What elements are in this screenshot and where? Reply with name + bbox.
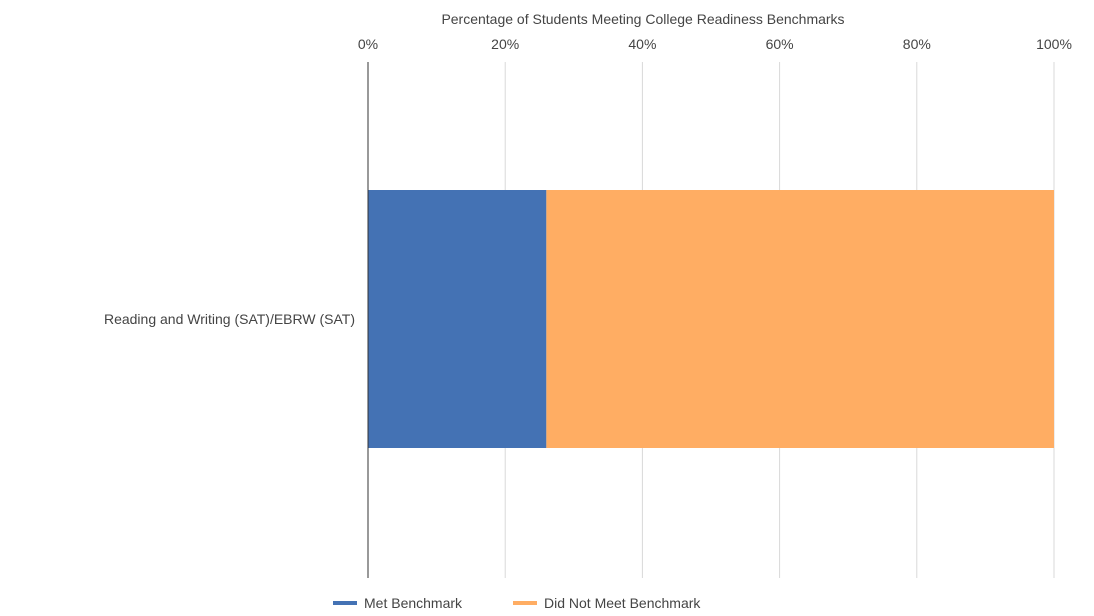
bar-segment [368, 190, 547, 448]
axis-title: Percentage of Students Meeting College R… [441, 11, 844, 27]
legend-label: Did Not Meet Benchmark [544, 595, 701, 611]
x-tick-label: 80% [903, 36, 931, 52]
x-tick-label: 100% [1036, 36, 1072, 52]
x-tick-label: 20% [491, 36, 519, 52]
x-tick-label: 40% [628, 36, 656, 52]
x-tick-label: 60% [766, 36, 794, 52]
bar-segment [546, 190, 1054, 448]
x-tick-labels: 0% 20% 40% 60% 80% 100% [358, 36, 1072, 52]
x-tick-label: 0% [358, 36, 378, 52]
category-labels: Reading and Writing (SAT)/EBRW (SAT) [104, 311, 355, 327]
category-label: Reading and Writing (SAT)/EBRW (SAT) [104, 311, 355, 327]
bars [368, 190, 1054, 448]
legend: Met Benchmark Did Not Meet Benchmark [333, 595, 701, 611]
legend-label: Met Benchmark [364, 595, 463, 611]
